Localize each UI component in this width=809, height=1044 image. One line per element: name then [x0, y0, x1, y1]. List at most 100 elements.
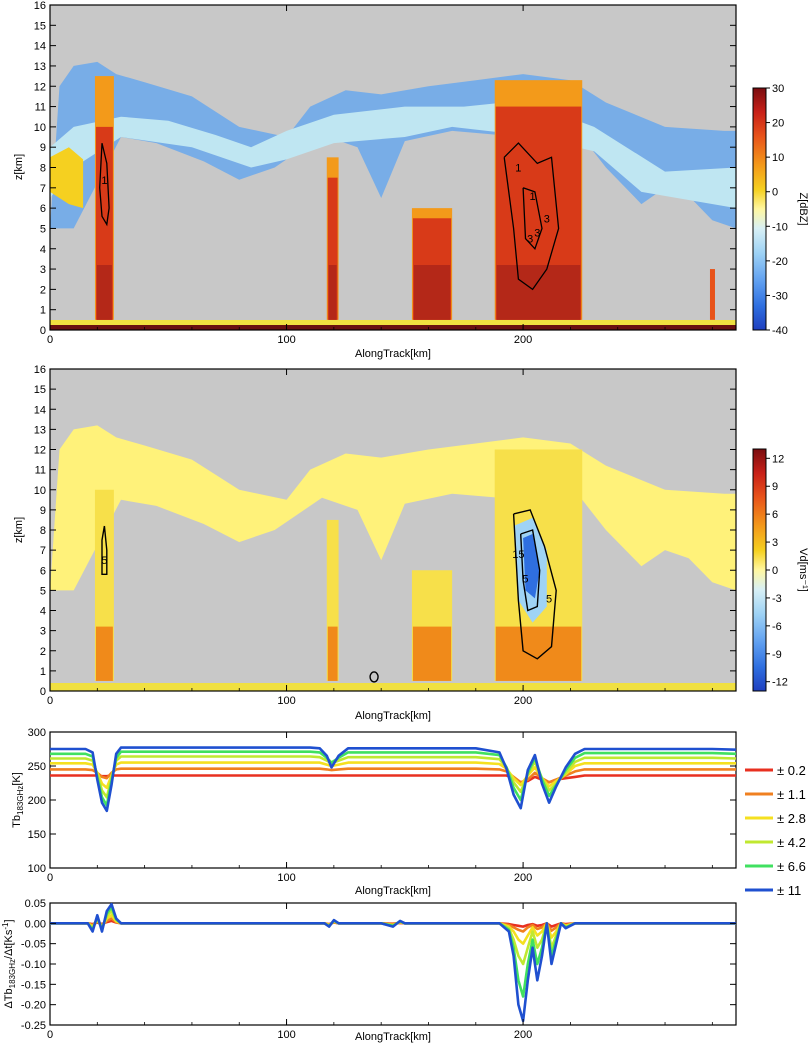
series-line [50, 767, 736, 784]
contour-label: 3 [534, 228, 540, 240]
x-tick-label: 100 [277, 872, 295, 884]
y-tick-label: 12 [34, 81, 46, 93]
contour-line [503, 142, 560, 291]
y-tick-label: 200 [28, 795, 46, 807]
fall-speed-core [412, 626, 452, 681]
y-tick-label: 15 [34, 20, 46, 32]
colorbar-tick-label: 20 [772, 118, 784, 130]
legend-label: ± 1.1 [777, 787, 806, 802]
y-tick-label: 12 [34, 445, 46, 457]
colorbar-tick-label: -3 [772, 593, 782, 605]
panel4-plot-area [49, 902, 737, 1026]
panel2-x-ticks: 0 100 200 [47, 369, 713, 707]
panel2-colorbar-ticks: 12 9 6 3 0 -3 -6 -9 -12 [766, 453, 788, 689]
panel2-ground-band [50, 683, 736, 691]
colorbar-tick-label: 0 [772, 187, 778, 199]
x-tick-label: 200 [514, 334, 532, 346]
y-tick-label: 11 [35, 465, 46, 477]
y-tick-label: -0.25 [21, 1020, 46, 1032]
colorbar-tick-label: -20 [772, 256, 788, 268]
colorbar-tick-label: -9 [772, 649, 782, 661]
convective-core [327, 177, 338, 320]
panel2-ylabel: z[km] [13, 517, 25, 543]
x-tick-label: 0 [47, 695, 53, 707]
colorbar-tick-label: -10 [772, 221, 788, 233]
y-tick-label: 16 [34, 0, 46, 12]
y-tick-label: 13 [34, 424, 46, 436]
panel3-y-ticks: 100 150 200 250 300 [28, 727, 736, 875]
y-tick-label: 100 [28, 863, 46, 875]
y-tick-label: 14 [34, 41, 46, 53]
panel1-colorbar-ticks: 30 20 10 0 -10 -20 -30 -40 [766, 83, 788, 337]
contour-line [520, 529, 541, 612]
colorbar-tick-label: 0 [772, 565, 778, 577]
y-tick-label: 8 [40, 163, 46, 175]
y-tick-label: 14 [34, 404, 46, 416]
colorbar-tick-label: -6 [772, 621, 782, 633]
contour-line [512, 509, 557, 660]
y-tick-label: 0.05 [25, 898, 46, 910]
y-tick-label: 16 [34, 364, 46, 376]
colorbar-tick-label: -12 [772, 677, 788, 689]
legend-label: ± 6.6 [777, 859, 806, 874]
small-cell [709, 269, 715, 320]
panel4-series-lines [50, 902, 736, 1023]
y-tick-label: 0.00 [25, 918, 46, 930]
x-tick-label: 0 [47, 872, 53, 884]
y-tick-label: 1 [40, 305, 46, 317]
panel2-colorbar [752, 448, 767, 692]
y-tick-label: 6 [40, 565, 46, 577]
y-tick-label: 2 [40, 646, 46, 658]
y-tick-label: 13 [34, 61, 46, 73]
panel2-colorbar-label: Vd[ms⁻¹] [797, 548, 809, 592]
series-line [50, 774, 736, 784]
panel3-plot-area [49, 731, 737, 869]
panel3-x-ticks: 0 100 200 [47, 732, 713, 884]
x-tick-label: 0 [47, 334, 53, 346]
colorbar-tick-label: 6 [772, 509, 778, 521]
y-tick-label: 3 [40, 264, 46, 276]
y-tick-label: 0 [40, 686, 46, 698]
y-tick-label: 10 [34, 122, 46, 134]
contour-label: 3 [544, 213, 550, 225]
y-tick-label: 9 [40, 142, 46, 154]
panel1-colorbar-label: Z[dBZ] [797, 192, 809, 225]
y-tick-label: 6 [40, 203, 46, 215]
x-tick-label: 100 [277, 1029, 295, 1041]
y-tick-label: 9 [40, 505, 46, 517]
legend-label: ± 11 [777, 883, 801, 898]
contour-label: 5 [101, 555, 107, 567]
panel3-ylabel: Tb183GHz[K] [11, 772, 25, 828]
series-line [50, 750, 737, 807]
contour-label: 5 [522, 573, 528, 585]
panel1-x-ticks: 0 100 200 [47, 5, 713, 346]
contour-line [101, 525, 108, 575]
convective-rain [413, 265, 451, 320]
y-tick-label: 250 [28, 761, 46, 773]
y-tick-label: 11 [35, 102, 46, 114]
y-tick-label: 7 [40, 183, 46, 195]
fall-speed-core [495, 626, 582, 681]
y-tick-label: 300 [28, 727, 46, 739]
velocity-column [326, 519, 339, 681]
panel1-surface-band [50, 325, 736, 330]
x-tick-label: 200 [514, 1029, 532, 1041]
legend-label: ± 0.2 [777, 763, 806, 778]
y-tick-label: 150 [28, 829, 46, 841]
y-tick-label: -0.15 [21, 979, 46, 991]
series-line [50, 902, 736, 1023]
y-tick-label: 5 [40, 223, 46, 235]
y-tick-label: 2 [40, 284, 46, 296]
y-tick-label: 15 [34, 384, 46, 396]
colorbar-tick-label: 12 [772, 453, 784, 465]
panel3-xlabel: AlongTrack[km] [355, 885, 431, 897]
x-tick-label: 0 [47, 1029, 53, 1041]
y-tick-label: -0.20 [21, 1000, 46, 1012]
colorbar-tick-label: 9 [772, 481, 778, 493]
tb-tendency-panel: 0.05 0.00 -0.05 -0.10 -0.15 -0.20 -0.25 0 100 20… [1, 898, 737, 1043]
